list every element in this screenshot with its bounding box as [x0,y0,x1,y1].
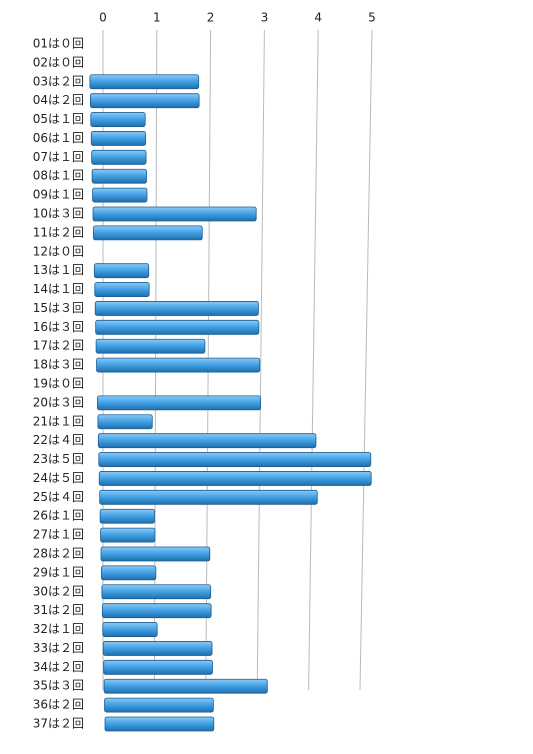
y-tick-label: 15は３回 [33,301,84,315]
bar [96,357,261,373]
bar [90,131,147,146]
y-tick-label: 05は１回 [33,112,84,126]
bar [91,149,147,165]
bar [91,168,147,184]
y-tick-label: 35は３回 [33,679,84,693]
y-tick-label: 11は２回 [33,225,84,239]
bar [94,282,150,297]
bar [99,508,155,524]
bar [92,187,148,203]
x-tick-label: 2 [207,11,215,25]
y-tick-label: 17は２回 [33,339,84,353]
bar [99,489,318,505]
y-tick-label: 27は１回 [33,528,84,542]
y-tick-label: 09は１回 [33,188,84,202]
x-tick-label: 3 [261,11,269,25]
bar [94,301,259,316]
y-tick-label: 19は０回 [33,377,84,391]
y-tick-label: 18は３回 [33,358,84,372]
bar [89,74,200,90]
y-tick-label: 25は４回 [33,490,84,504]
bar [104,697,214,713]
y-tick-label: 08は１回 [33,169,84,183]
y-tick-label: 33は２回 [33,641,84,655]
grid-line [256,29,265,691]
y-tick-label: 22は４回 [33,433,84,447]
y-tick-label: 03は２回 [33,74,84,88]
y-tick-label: 04は２回 [33,93,84,107]
bar [98,471,372,486]
bar [98,452,372,467]
y-tick-label: 16は３回 [33,320,84,334]
y-tick-label: 07は１回 [33,150,84,164]
bar [101,565,157,581]
y-tick-label: 36は２回 [33,698,84,712]
bar [90,112,146,127]
bar [95,338,206,354]
bar [101,603,212,619]
bar [97,395,262,411]
y-tick-label: 14は１回 [33,282,84,296]
y-tick-label: 26は１回 [33,509,84,523]
bar [89,93,200,109]
bar [100,527,156,543]
x-tick-label: 0 [99,11,107,25]
bar [97,414,153,430]
grid-line [308,29,319,691]
y-tick-label: 21は１回 [33,414,84,428]
y-tick-label: 12は０回 [33,244,84,258]
bar [103,659,213,675]
bar [103,678,268,694]
y-tick-label: 31は２回 [33,603,84,617]
y-tick-label: 28は２回 [33,547,84,561]
y-tick-label: 02は０回 [33,55,84,69]
y-tick-label: 34は２回 [33,660,84,674]
bar [104,716,215,732]
bar [93,225,203,241]
y-tick-label: 24は５回 [33,471,84,485]
bar [102,622,158,637]
bar [97,433,317,449]
bar [100,546,211,562]
bar [101,584,212,600]
bar [102,641,213,656]
bar [93,263,150,279]
y-tick-label: 06は１回 [33,131,84,145]
bar [95,319,260,335]
y-tick-label: 13は１回 [33,263,84,277]
grid-line [359,29,373,691]
x-tick-label: 4 [314,11,322,25]
y-tick-label: 37は２回 [33,717,84,731]
y-tick-label: 29は１回 [33,565,84,579]
y-tick-label: 10は３回 [33,207,84,221]
y-tick-label: 23は５回 [33,452,84,466]
y-tick-label: 20は３回 [33,395,84,409]
bar [92,206,257,222]
y-tick-label: 30は２回 [33,584,84,598]
x-tick-label: 1 [153,11,161,25]
y-tick-label: 32は１回 [33,622,84,636]
y-tick-label: 01は０回 [33,37,84,51]
x-tick-label: 5 [368,11,376,25]
